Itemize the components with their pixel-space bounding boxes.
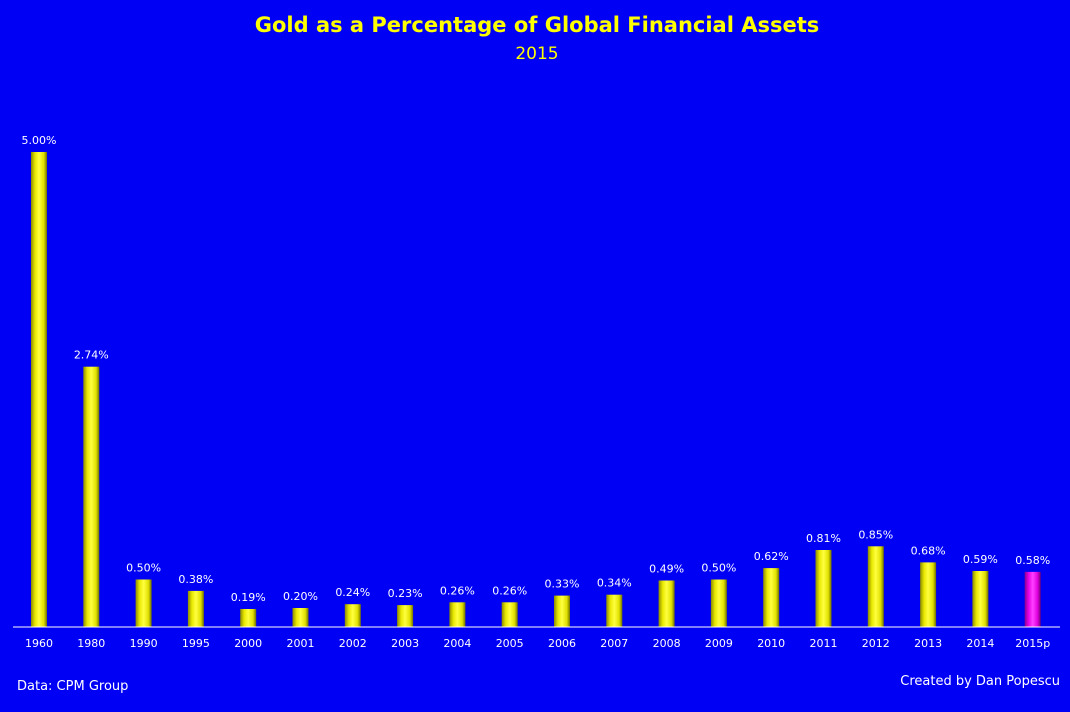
bar-2009 xyxy=(710,579,727,627)
bar-1960 xyxy=(31,152,47,627)
bars-group xyxy=(31,152,1041,628)
bar-2013 xyxy=(920,562,937,627)
bar-2012 xyxy=(867,546,884,628)
bar-2015p xyxy=(1024,571,1041,627)
x-tick-2009: 2009 xyxy=(705,637,733,650)
x-tick-1995: 1995 xyxy=(182,637,210,650)
bar-2014 xyxy=(972,571,989,627)
x-tick-1980: 1980 xyxy=(77,637,105,650)
x-tick-2004: 2004 xyxy=(443,637,471,650)
credit-note: Created by Dan Popescu xyxy=(900,674,1060,689)
x-tick-2012: 2012 xyxy=(862,637,890,650)
data-label-2003: 0.23% xyxy=(388,587,423,600)
chart-title: Gold as a Percentage of Global Financial… xyxy=(255,13,820,37)
x-tick-2013: 2013 xyxy=(914,637,942,650)
data-label-2002: 0.24% xyxy=(335,586,370,599)
data-label-1980: 2.74% xyxy=(74,349,109,362)
data-label-2011: 0.81% xyxy=(806,532,841,545)
bar-2011 xyxy=(815,550,832,627)
bar-2003 xyxy=(397,605,414,627)
bar-2000 xyxy=(240,609,257,628)
x-tick-1990: 1990 xyxy=(130,637,158,650)
x-tick-2005: 2005 xyxy=(496,637,524,650)
x-tick-2006: 2006 xyxy=(548,637,576,650)
bar-2010 xyxy=(763,568,780,627)
bar-1990 xyxy=(135,579,152,627)
data-label-2012: 0.85% xyxy=(858,528,893,541)
x-tick-2002: 2002 xyxy=(339,637,367,650)
data-label-1995: 0.38% xyxy=(178,573,213,586)
x-tick-2010: 2010 xyxy=(757,637,785,650)
data-label-2014: 0.59% xyxy=(963,553,998,566)
data-label-2013: 0.68% xyxy=(911,544,946,557)
data-label-2005: 0.26% xyxy=(492,584,527,597)
x-tick-2003: 2003 xyxy=(391,637,419,650)
data-label-2009: 0.50% xyxy=(701,562,736,575)
x-tick-2011: 2011 xyxy=(810,637,838,650)
bar-2002 xyxy=(344,604,361,627)
x-tick-2014: 2014 xyxy=(966,637,994,650)
data-label-1960: 5.00% xyxy=(22,134,57,147)
bar-2008 xyxy=(658,580,675,627)
bar-2001 xyxy=(292,608,309,627)
data-label-2008: 0.49% xyxy=(649,563,684,576)
data-label-2015p: 0.58% xyxy=(1015,554,1050,567)
data-label-2007: 0.34% xyxy=(597,577,632,590)
x-tick-2015p: 2015p xyxy=(1015,637,1050,650)
x-tick-2000: 2000 xyxy=(234,637,262,650)
x-tick-1960: 1960 xyxy=(25,637,53,650)
x-tick-2008: 2008 xyxy=(653,637,681,650)
data-label-2000: 0.19% xyxy=(231,591,266,604)
data-label-2010: 0.62% xyxy=(754,550,789,563)
bar-2005 xyxy=(501,602,518,627)
bar-1995 xyxy=(187,590,204,627)
source-note: Data: CPM Group xyxy=(17,679,128,694)
bar-2006 xyxy=(554,595,570,627)
bar-2004 xyxy=(449,602,466,627)
data-label-2006: 0.33% xyxy=(545,578,580,591)
x-tick-labels-group: 1960 1980 1990 1995 2000 2001 2002 2003 2004 2005… xyxy=(25,637,1050,650)
data-label-2001: 0.20% xyxy=(283,590,318,603)
bar-1980 xyxy=(83,366,100,627)
x-tick-2001: 2001 xyxy=(287,637,315,650)
data-labels-group: 5.00% 2.74% 0.50% 0.38% 0.19% 0.20% 0.24% 0.23%… xyxy=(22,134,1051,604)
chart-subtitle: 2015 xyxy=(515,44,558,64)
data-label-1990: 0.50% xyxy=(126,562,161,575)
bar-2007 xyxy=(606,594,623,627)
data-label-2004: 0.26% xyxy=(440,584,475,597)
x-tick-2007: 2007 xyxy=(600,637,628,650)
